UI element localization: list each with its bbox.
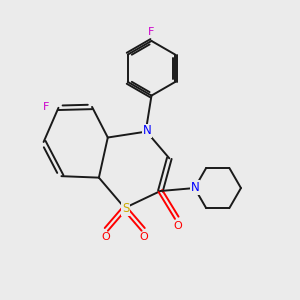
- Text: O: O: [140, 232, 148, 242]
- Text: F: F: [148, 27, 155, 37]
- Text: F: F: [43, 102, 49, 112]
- Text: O: O: [174, 221, 183, 231]
- Text: N: N: [143, 124, 152, 137]
- Text: S: S: [122, 202, 129, 215]
- Text: N: N: [191, 181, 200, 194]
- Text: O: O: [101, 232, 110, 242]
